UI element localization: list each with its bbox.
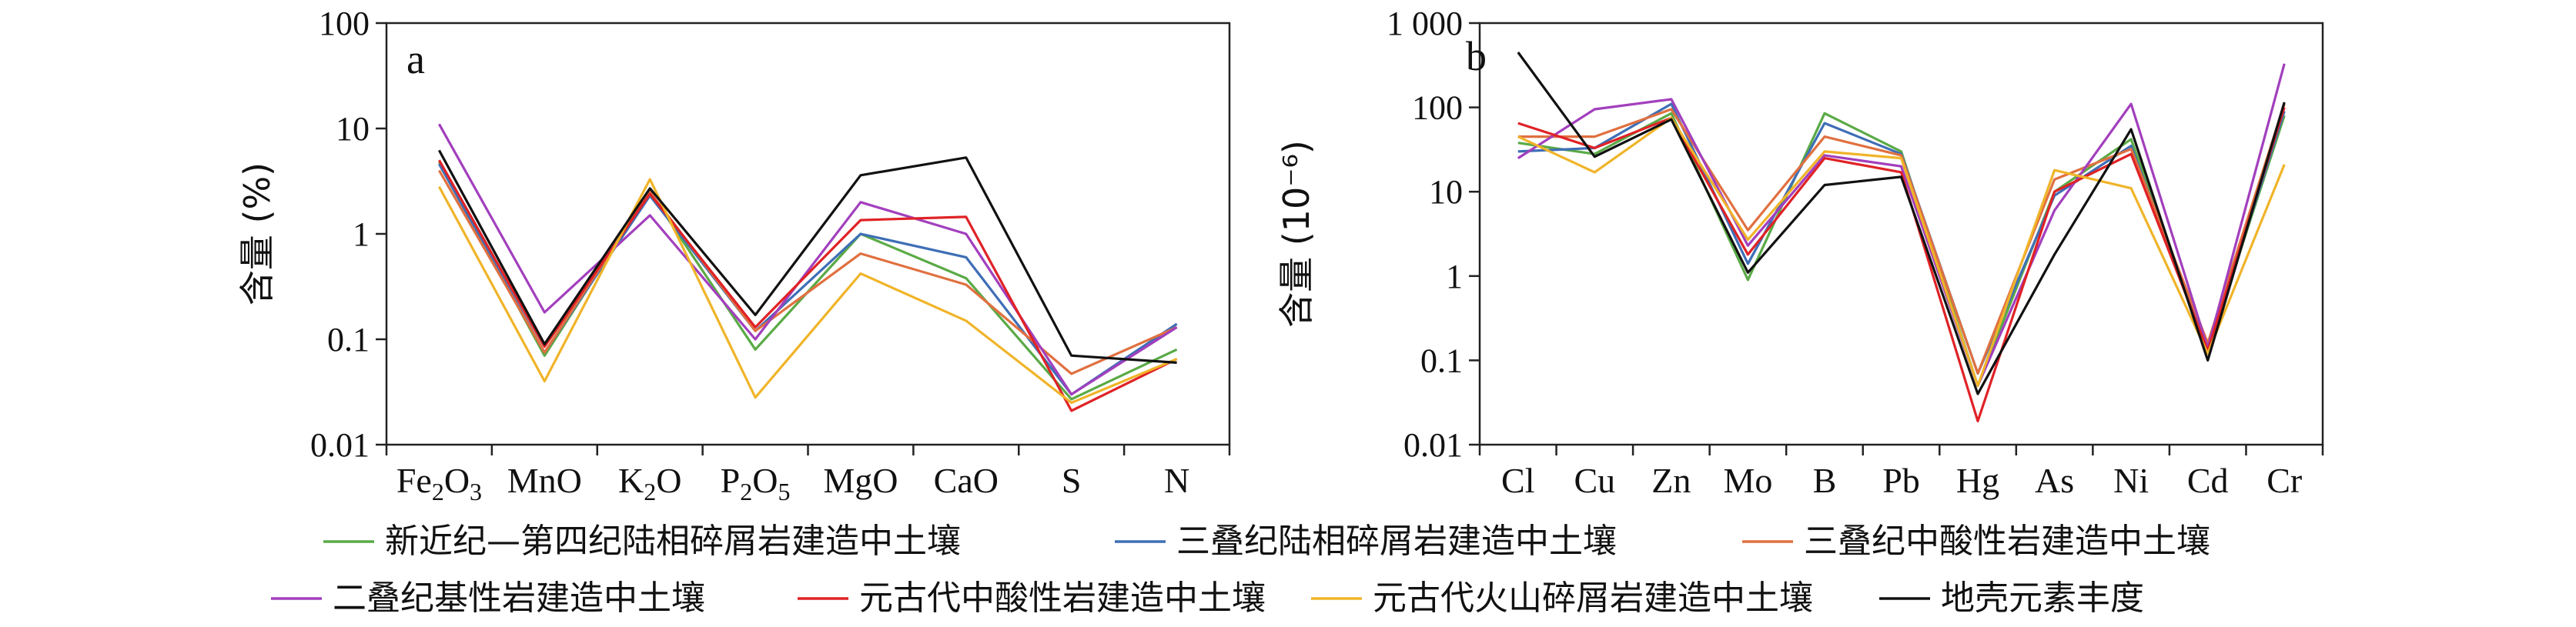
x-category-label-cd: Cd	[2187, 461, 2229, 500]
y-tick-label: 10	[1429, 173, 1463, 211]
series-line-5	[1517, 116, 2286, 387]
chart-panel-a: 0.01 0.1 1 10 100 Fe2O3 MnO K2O P2O5 MgO CaO S Na 含量 …	[236, 5, 1231, 505]
legend-label: 二叠纪基性岩建造中土壤	[333, 579, 705, 618]
x-category-label-cr: Cr	[2267, 461, 2302, 500]
series-line-2	[1517, 103, 2286, 375]
series-line-4	[438, 159, 1178, 412]
x-category-label-p2o5: P2O5	[721, 461, 791, 505]
x-category-label-ni: Ni	[2113, 461, 2149, 500]
legend-label: 元古代火山碎屑岩建造中土壤	[1373, 579, 1813, 618]
y-tick-label: 0.1	[327, 321, 370, 359]
y-tick-label: 10	[336, 110, 370, 148]
series-line-4	[1517, 107, 2286, 423]
x-category-label-zn: Zn	[1651, 461, 1691, 500]
series-line-3	[438, 123, 1178, 396]
y-axis-title: 含量 (%)	[236, 162, 278, 305]
x-category-label-hg: Hg	[1956, 461, 1999, 500]
legend-label: 元古代中酸性岩建造中土壤	[859, 579, 1266, 618]
x-category-label-k2o: K2O	[618, 461, 681, 505]
y-tick-label: 1 000	[1387, 5, 1463, 42]
panel-letter: b	[1466, 33, 1487, 79]
x-category-label-cu: Cu	[1574, 461, 1615, 500]
legend-label: 新近纪—第四纪陆相碎屑岩建造中土壤	[385, 522, 961, 561]
series-line-6	[1517, 52, 2286, 395]
series-line-6	[437, 149, 1177, 364]
y-tick-label: 1	[353, 215, 370, 253]
y-axis-title: 含量 (10⁻⁶)	[1276, 140, 1317, 328]
x-category-label-pb: Pb	[1882, 461, 1920, 500]
y-tick-label: 100	[1412, 89, 1463, 127]
legend: 新近纪—第四纪陆相碎屑岩建造中土壤 三叠纪陆相碎屑岩建造中土壤 三叠纪中酸性岩建造中…	[271, 522, 2210, 618]
x-category-label-mo: Mo	[1723, 461, 1772, 500]
series-line-5	[437, 178, 1178, 405]
chart-panel-b: 0.01 0.1 1 10 100 1 000 Cl Cu Zn Mo B Pb Hg As Ni Cd Cr b…	[1276, 5, 2324, 500]
y-tick-label: 100	[319, 5, 370, 42]
legend-label: 三叠纪中酸性岩建造中土壤	[1804, 522, 2210, 561]
y-tick-label: 0.01	[310, 426, 370, 464]
x-category-label-mgo: MgO	[823, 461, 898, 500]
x-category-label-b: B	[1813, 461, 1837, 500]
y-tick-label: 0.1	[1420, 342, 1463, 379]
y-tick-label: 0.01	[1403, 426, 1463, 464]
series-line-1	[438, 163, 1178, 396]
x-category-label-as: As	[2035, 461, 2074, 500]
y-tick-label: 1	[1446, 258, 1463, 295]
x-category-label-s: S	[1062, 461, 1082, 500]
legend-label: 地壳元素丰度	[1941, 579, 2144, 618]
x-category-label-mno: MnO	[507, 461, 582, 500]
x-category-label-cl: Cl	[1501, 461, 1534, 500]
series-line-2	[438, 169, 1178, 375]
plot-frame	[385, 22, 1231, 446]
series-line-3	[1517, 63, 2286, 387]
x-category-label-n: N	[1164, 461, 1189, 500]
x-category-label-fe2o3: Fe2O3	[396, 461, 482, 505]
panel-letter: a	[406, 36, 425, 82]
plot-frame	[1478, 22, 2324, 446]
legend-label: 三叠纪陆相碎屑岩建造中土壤	[1176, 522, 1617, 561]
series-line-0	[437, 161, 1178, 401]
x-category-label-cao: CaO	[934, 461, 999, 500]
